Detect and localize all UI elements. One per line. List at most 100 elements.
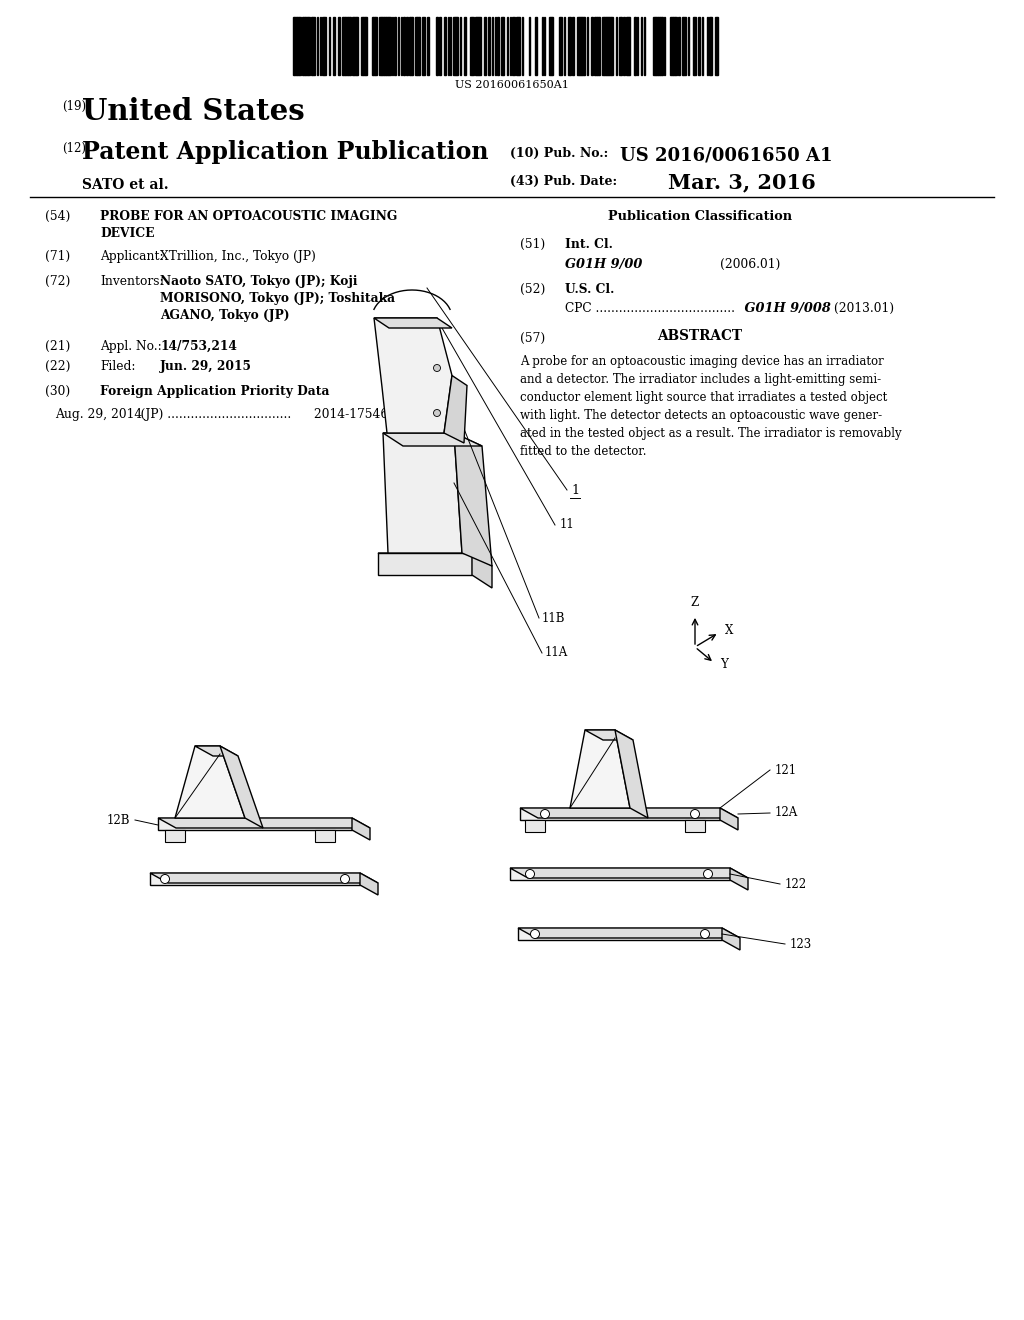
Bar	[678, 17, 680, 75]
Circle shape	[530, 929, 540, 939]
Text: A probe for an optoacoustic imaging device has an irradiator
and a detector. The: A probe for an optoacoustic imaging devi…	[520, 355, 901, 458]
Polygon shape	[444, 375, 467, 444]
Bar	[488, 17, 490, 75]
Text: (52): (52)	[520, 282, 546, 296]
Bar	[675, 17, 677, 75]
Bar	[602, 17, 604, 75]
Text: (51): (51)	[520, 238, 545, 251]
Text: (2006.01): (2006.01)	[720, 257, 780, 271]
Circle shape	[525, 870, 535, 879]
Bar	[361, 17, 362, 75]
Polygon shape	[383, 433, 462, 553]
Polygon shape	[150, 873, 360, 884]
Text: (71): (71)	[45, 249, 71, 263]
Polygon shape	[685, 820, 705, 832]
Polygon shape	[615, 730, 648, 818]
Bar	[375, 17, 377, 75]
Text: United States: United States	[82, 96, 305, 125]
Polygon shape	[383, 433, 482, 446]
Text: (21): (21)	[45, 341, 71, 352]
Polygon shape	[510, 869, 748, 878]
Bar	[354, 17, 356, 75]
Bar	[715, 17, 717, 75]
Text: X: X	[725, 624, 733, 638]
Bar	[338, 17, 340, 75]
Bar	[683, 17, 686, 75]
Bar	[427, 17, 429, 75]
Bar	[656, 17, 658, 75]
Bar	[322, 17, 324, 75]
Polygon shape	[720, 808, 738, 830]
Text: 122: 122	[785, 878, 807, 891]
Bar	[415, 17, 417, 75]
Text: (19): (19)	[62, 100, 86, 114]
Bar	[348, 17, 350, 75]
Polygon shape	[722, 928, 740, 950]
Bar	[297, 17, 299, 75]
Polygon shape	[175, 746, 245, 818]
Text: (72): (72)	[45, 275, 71, 288]
Polygon shape	[220, 746, 263, 828]
Polygon shape	[165, 830, 185, 842]
Polygon shape	[730, 869, 748, 890]
Bar	[373, 17, 375, 75]
Text: 11: 11	[560, 519, 574, 532]
Polygon shape	[520, 808, 720, 820]
Bar	[653, 17, 655, 75]
Text: Z: Z	[691, 597, 699, 609]
Circle shape	[541, 809, 550, 818]
Bar	[670, 17, 673, 75]
Polygon shape	[520, 808, 738, 818]
Bar	[333, 17, 335, 75]
Polygon shape	[525, 820, 545, 832]
Bar	[604, 17, 606, 75]
Bar	[694, 17, 696, 75]
Bar	[472, 17, 474, 75]
Polygon shape	[518, 928, 740, 939]
Text: 123: 123	[790, 937, 812, 950]
Text: Naoto SATO, Tokyo (JP); Koji
MORISONO, Tokyo (JP); Toshitaka
AGANO, Tokyo (JP): Naoto SATO, Tokyo (JP); Koji MORISONO, T…	[160, 275, 395, 322]
Bar	[362, 17, 365, 75]
Bar	[453, 17, 455, 75]
Text: ABSTRACT: ABSTRACT	[657, 329, 742, 343]
Bar	[470, 17, 472, 75]
Bar	[611, 17, 613, 75]
Text: 12B: 12B	[106, 813, 130, 826]
Text: XTrillion, Inc., Tokyo (JP): XTrillion, Inc., Tokyo (JP)	[160, 249, 315, 263]
Circle shape	[433, 409, 440, 417]
Text: (12): (12)	[62, 143, 86, 154]
Bar	[497, 17, 499, 75]
Bar	[324, 17, 326, 75]
Polygon shape	[315, 830, 335, 842]
Bar	[595, 17, 597, 75]
Circle shape	[341, 874, 349, 883]
Bar	[294, 17, 297, 75]
Text: Jun. 29, 2015: Jun. 29, 2015	[160, 360, 252, 374]
Bar	[384, 17, 386, 75]
Bar	[479, 17, 481, 75]
Bar	[379, 17, 381, 75]
Bar	[303, 17, 305, 75]
Text: 2014-175465: 2014-175465	[310, 408, 396, 421]
Bar	[577, 17, 579, 75]
Polygon shape	[585, 730, 633, 741]
Circle shape	[161, 874, 170, 883]
Text: (JP) ................................: (JP) ................................	[125, 408, 291, 421]
Bar	[389, 17, 391, 75]
Text: PROBE FOR AN OPTOACOUSTIC IMAGING
DEVICE: PROBE FOR AN OPTOACOUSTIC IMAGING DEVICE	[100, 210, 397, 240]
Text: 12A: 12A	[775, 807, 799, 820]
Bar	[422, 17, 425, 75]
Bar	[597, 17, 599, 75]
Circle shape	[690, 809, 699, 818]
Bar	[568, 17, 570, 75]
Text: G01H 9/008: G01H 9/008	[740, 302, 830, 315]
Text: Publication Classification: Publication Classification	[608, 210, 792, 223]
Polygon shape	[378, 553, 472, 576]
Polygon shape	[195, 746, 238, 756]
Text: Applicant:: Applicant:	[100, 249, 164, 263]
Polygon shape	[510, 869, 730, 880]
Bar	[299, 17, 301, 75]
Polygon shape	[150, 873, 378, 883]
Text: 14/753,214: 14/753,214	[160, 341, 237, 352]
Bar	[312, 17, 315, 75]
